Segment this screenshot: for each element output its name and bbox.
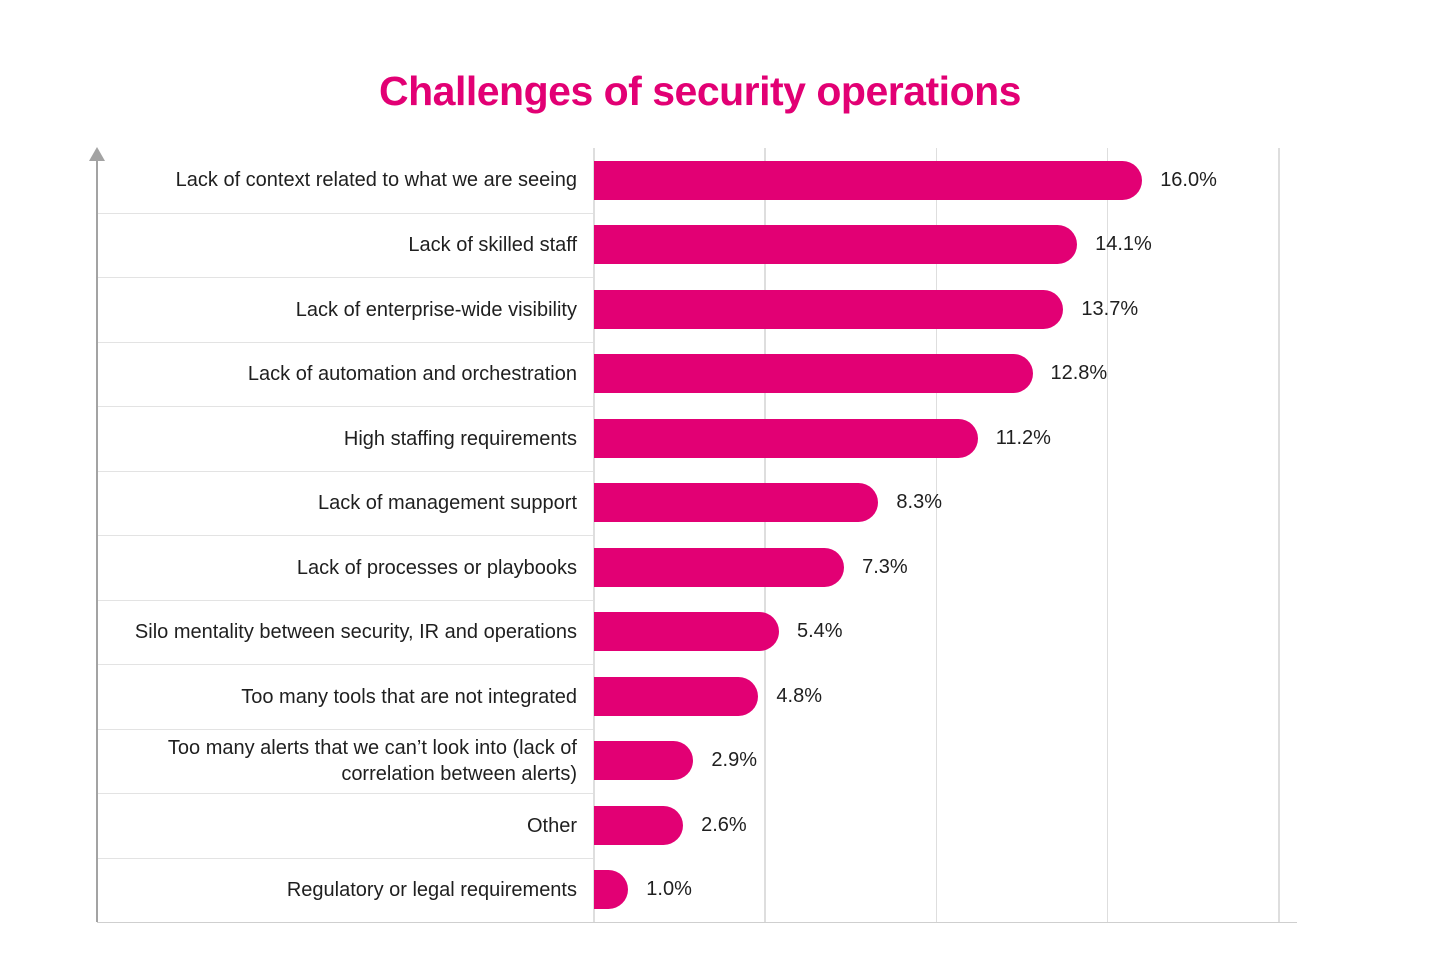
bar-cell: 1.0%: [593, 858, 1297, 923]
chart-row: High staffing requirements 11.2%: [97, 406, 1297, 471]
category-label: Too many alerts that we can’t look into …: [97, 728, 593, 794]
chart-row: Lack of automation and orchestration 12.…: [97, 341, 1297, 407]
bar-cell: 2.6%: [593, 793, 1297, 858]
chart-row: Silo mentality between security, IR and …: [97, 599, 1297, 665]
bar: [594, 225, 1078, 265]
chart-row: Lack of context related to what we are s…: [97, 148, 1297, 213]
category-label: Lack of skilled staff: [97, 212, 593, 278]
bar: [594, 160, 1143, 200]
bar: [594, 870, 629, 910]
value-label: 11.2%: [995, 426, 1051, 449]
chart-row: Lack of enterprise-wide visibility 13.7%: [97, 277, 1297, 342]
bar: [594, 418, 978, 458]
bar-cell: 11.2%: [593, 406, 1297, 471]
chart-title: Challenges of security operations: [379, 68, 1021, 114]
category-label: Lack of context related to what we are s…: [175, 169, 577, 192]
chart-row: Regulatory or legal requirements 1.0%: [97, 857, 1297, 923]
value-label: 13.7%: [1081, 297, 1139, 320]
bar: [594, 354, 1033, 394]
bar: [594, 741, 694, 781]
gridlines-layer: [97, 148, 1297, 922]
category-label: Too many tools that are not integrated: [97, 664, 593, 729]
chart-row: Lack of management support 8.3%: [97, 470, 1297, 536]
chart-rows: Lack of context related to what we are s…: [97, 148, 1297, 922]
value-label: 16.0%: [1160, 168, 1217, 191]
category-label: Silo mentality between security, IR and …: [97, 599, 593, 665]
bar-cell: 16.0%: [593, 148, 1297, 213]
category-label: High staffing requirements: [97, 406, 593, 471]
value-label: 2.9%: [711, 749, 757, 772]
bar-cell: 7.3%: [593, 535, 1297, 600]
category-label: Lack of automation and orchestration: [97, 341, 593, 407]
category-label: Lack of enterprise-wide visibility: [97, 277, 593, 342]
chart-row: Too many alerts that we can’t look into …: [97, 728, 1297, 794]
bar-chart: Lack of context related to what we are s…: [89, 147, 1297, 923]
bar-cell: 12.8%: [593, 342, 1297, 407]
y-axis-arrow-icon: [89, 147, 105, 161]
value-label: 2.6%: [701, 813, 747, 836]
category-label: Lack of processes or playbooks: [97, 535, 593, 600]
gridline: [593, 148, 595, 922]
value-label: 4.8%: [776, 684, 822, 707]
value-label: 14.1%: [1095, 233, 1152, 256]
value-label: 7.3%: [862, 555, 908, 578]
value-label: 12.8%: [1050, 362, 1108, 385]
bar: [594, 289, 1064, 329]
gridline: [935, 148, 938, 922]
chart-row: Lack of processes or playbooks 7.3%: [97, 535, 1297, 600]
chart-row: Lack of skilled staff 14.1%: [97, 212, 1297, 278]
bar-cell: 13.7%: [593, 277, 1297, 342]
chart-row: Other 2.6%: [97, 793, 1297, 858]
gridline: [764, 148, 766, 922]
category-label: Lack of management support: [97, 470, 593, 536]
bar: [594, 612, 779, 652]
gridline: [1278, 148, 1280, 922]
value-label: 8.3%: [896, 491, 942, 514]
bar-cell: 8.3%: [593, 471, 1297, 536]
bar: [594, 483, 879, 523]
value-label: 1.0%: [646, 878, 692, 901]
bar-cell: 4.8%: [593, 664, 1297, 729]
gridline: [1106, 148, 1109, 922]
category-label: Other: [97, 793, 593, 858]
bar-cell: 5.4%: [593, 600, 1297, 665]
chart-row: Too many tools that are not integrated 4…: [97, 664, 1297, 729]
bar-cell: 14.1%: [593, 213, 1297, 278]
bar: [594, 547, 845, 587]
y-axis-line: [89, 147, 105, 922]
category-label: Regulatory or legal requirements: [97, 857, 593, 923]
bar: [594, 676, 759, 716]
bar: [594, 805, 684, 845]
value-label: 5.4%: [797, 620, 843, 643]
bar-cell: 2.9%: [593, 729, 1297, 794]
